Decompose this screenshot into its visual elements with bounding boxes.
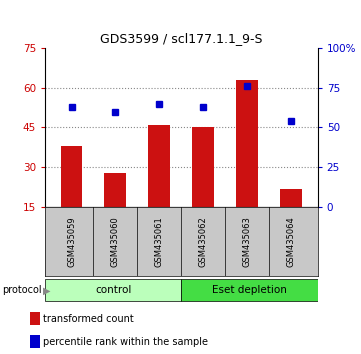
Bar: [30, 312, 40, 325]
Bar: [182, 279, 318, 302]
Bar: [280, 188, 302, 207]
Text: Eset depletion: Eset depletion: [212, 285, 287, 295]
Text: GSM435061: GSM435061: [155, 216, 164, 267]
Title: GDS3599 / scl177.1.1_9-S: GDS3599 / scl177.1.1_9-S: [100, 32, 263, 45]
Text: GSM435064: GSM435064: [287, 216, 296, 267]
Text: percentile rank within the sample: percentile rank within the sample: [43, 337, 208, 347]
Text: ▶: ▶: [43, 285, 51, 295]
Bar: [192, 127, 214, 207]
Text: control: control: [95, 285, 131, 295]
Text: GSM435062: GSM435062: [199, 216, 208, 267]
Bar: [30, 335, 40, 348]
Text: GSM435060: GSM435060: [111, 216, 120, 267]
Bar: [148, 125, 170, 207]
Text: protocol: protocol: [2, 285, 42, 295]
Text: transformed count: transformed count: [43, 314, 134, 324]
Text: GSM435063: GSM435063: [243, 216, 252, 267]
Bar: [45, 279, 182, 302]
Bar: [104, 172, 126, 207]
Bar: [236, 80, 258, 207]
Text: GSM435059: GSM435059: [67, 216, 76, 267]
Bar: [61, 146, 83, 207]
